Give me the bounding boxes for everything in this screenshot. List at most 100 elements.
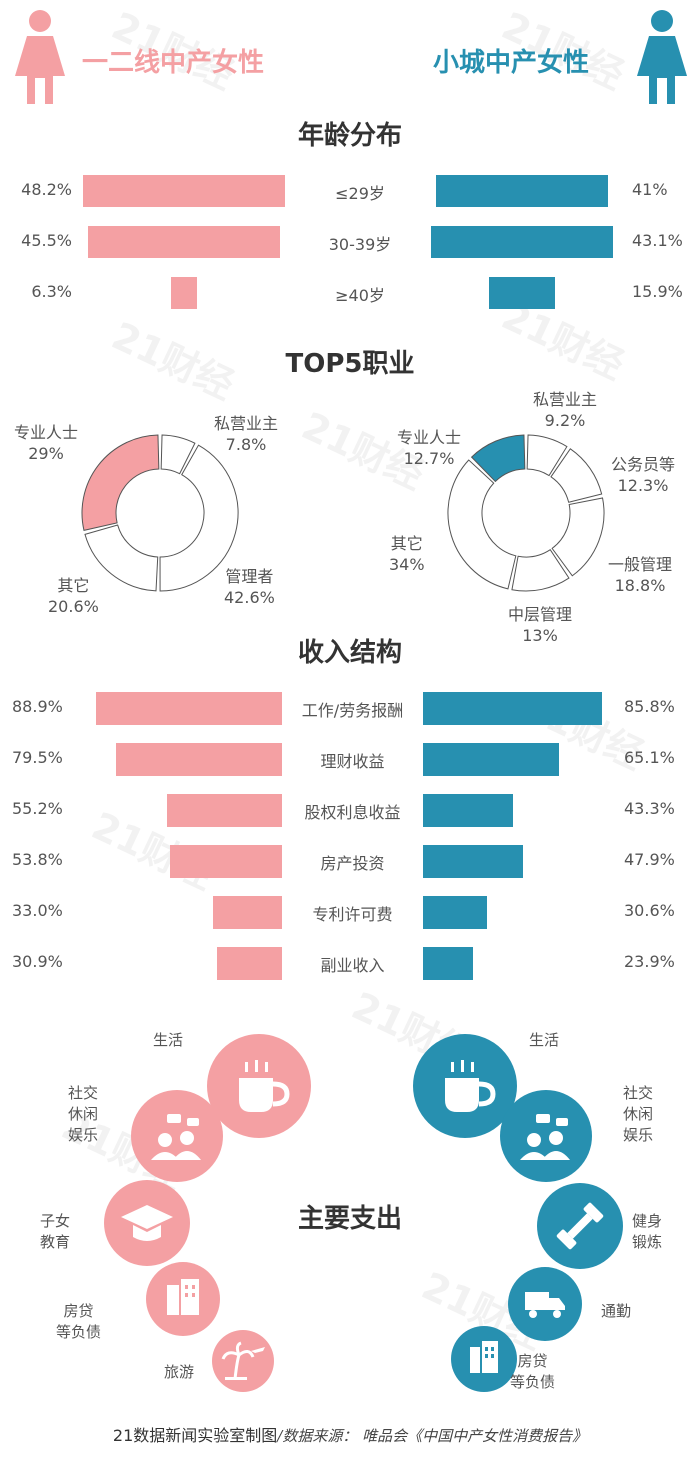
people-chat-icon xyxy=(131,1090,223,1182)
job-right-label-3: 一般管理 18.8% xyxy=(608,555,673,595)
donut-slice-3 xyxy=(511,549,570,592)
income-section-title: 收入结构 xyxy=(297,638,402,668)
spend-right-label-2: 健身 锻炼 xyxy=(632,1212,663,1251)
income-bar-right xyxy=(423,895,487,929)
spend-right-label-0: 生活 xyxy=(529,1031,560,1049)
donut-slice-2 xyxy=(84,524,159,592)
age-value-left: 6.3% xyxy=(31,282,72,301)
age-bar-left xyxy=(82,175,286,207)
income-value-right: 85.8% xyxy=(624,697,675,716)
donut-slice-3 xyxy=(81,434,160,532)
spend-left-label-3: 房贷 等负债 xyxy=(56,1302,102,1341)
income-category-label: 专利许可费 xyxy=(312,905,393,924)
age-bar-left xyxy=(88,226,280,258)
income-bar-left xyxy=(96,691,282,725)
palm-plane-icon xyxy=(212,1330,274,1392)
income-value-right: 43.3% xyxy=(624,799,675,818)
left-group-label: 一二线中产女性 xyxy=(82,48,265,78)
coffee-cup-icon xyxy=(207,1034,311,1138)
spend-left-label-1: 社交 休闲 娱乐 xyxy=(68,1084,99,1144)
income-bar-left xyxy=(169,844,282,878)
job-right-label-5: 其它 34% xyxy=(389,534,425,574)
job-left-label-0: 专业人士 29% xyxy=(14,423,79,463)
age-bar-left xyxy=(170,277,198,309)
income-bar-right xyxy=(423,946,473,980)
buildings-icon xyxy=(146,1262,220,1336)
income-bar-left xyxy=(217,946,282,980)
income-bar-right xyxy=(423,844,524,878)
income-value-left: 79.5% xyxy=(12,748,63,767)
income-value-left: 55.2% xyxy=(12,799,63,818)
job-right-label-0: 专业人士 12.7% xyxy=(397,428,462,468)
income-bar-left xyxy=(166,793,282,827)
donut-slice-0 xyxy=(160,434,196,475)
coffee-cup-icon xyxy=(413,1034,517,1138)
income-category-label: 理财收益 xyxy=(320,752,385,771)
spend-left-label-0: 生活 xyxy=(153,1031,184,1049)
donut-slice-1 xyxy=(159,444,239,592)
age-category-label: 30-39岁 xyxy=(328,235,392,254)
income-category-label: 工作/劳务报酬 xyxy=(301,701,404,720)
income-value-left: 53.8% xyxy=(12,850,63,869)
age-bar-right xyxy=(488,277,556,309)
job-left-label-1: 私营业主 7.8% xyxy=(214,414,279,454)
age-value-right: 41% xyxy=(632,180,668,199)
spend-right-label-4: 房贷 等负债 xyxy=(510,1352,556,1391)
donut-slice-1 xyxy=(550,448,603,503)
income-value-left: 88.9% xyxy=(12,697,63,716)
people-chat-icon xyxy=(500,1090,592,1182)
woman-icon-right xyxy=(637,10,687,104)
spend-left-label-4: 旅游 xyxy=(164,1363,195,1381)
jobs-donut-right xyxy=(447,434,605,592)
dumbbell-icon xyxy=(537,1183,623,1269)
income-value-right: 47.9% xyxy=(624,850,675,869)
income-value-right: 65.1% xyxy=(624,748,675,767)
income-bar-right xyxy=(423,691,603,725)
job-right-label-2: 公务员等 12.3% xyxy=(611,455,676,495)
donut-slice-5 xyxy=(470,434,526,483)
age-category-label: ≤29岁 xyxy=(335,184,385,203)
income-bar-right xyxy=(423,742,560,776)
donut-slice-0 xyxy=(526,434,568,477)
spending-section-title: 主要支出 xyxy=(297,1204,402,1234)
job-left-label-3: 其它 20.6% xyxy=(48,576,99,616)
spend-right-label-3: 通勤 xyxy=(601,1302,632,1320)
income-value-right: 23.9% xyxy=(624,952,675,971)
jobs-donut-left xyxy=(81,434,239,592)
income-bar-right xyxy=(423,793,514,827)
graduation-cap-icon xyxy=(104,1180,190,1266)
job-right-label-1: 私营业主 9.2% xyxy=(533,390,598,430)
age-section-title: 年龄分布 xyxy=(297,121,402,151)
donut-slice-4 xyxy=(447,459,517,590)
spend-right-label-1: 社交 休闲 娱乐 xyxy=(623,1084,654,1144)
income-value-right: 30.6% xyxy=(624,901,675,920)
job-left-label-2: 管理者 42.6% xyxy=(224,567,275,607)
age-bar-right xyxy=(431,226,613,258)
footer-source: /数据来源： 唯品会《中国中产女性消费报告》 xyxy=(277,1427,588,1445)
age-value-right: 15.9% xyxy=(632,282,683,301)
age-category-label: ≥40岁 xyxy=(335,286,385,305)
income-value-left: 30.9% xyxy=(12,952,63,971)
jobs-section-title: TOP5职业 xyxy=(285,349,415,379)
spending-right-circles xyxy=(413,1034,623,1392)
income-value-left: 33.0% xyxy=(12,901,63,920)
donut-slice-2 xyxy=(551,497,605,577)
income-category-label: 房产投资 xyxy=(320,854,385,873)
buildings-icon xyxy=(451,1326,517,1392)
woman-icon-left xyxy=(15,10,65,104)
spend-left-label-2: 子女 教育 xyxy=(40,1212,71,1251)
age-value-right: 43.1% xyxy=(632,231,683,250)
job-right-label-4: 中层管理 13% xyxy=(508,605,573,645)
footer: 21数据新闻实验室制图/数据来源： 唯品会《中国中产女性消费报告》 xyxy=(0,1422,700,1446)
income-bar-left xyxy=(115,742,282,776)
truck-icon xyxy=(508,1267,582,1341)
age-value-left: 48.2% xyxy=(21,180,72,199)
spending-left-circles xyxy=(104,1034,311,1392)
right-group-label: 小城中产女性 xyxy=(433,48,590,78)
age-value-left: 45.5% xyxy=(21,231,72,250)
income-category-label: 股权利息收益 xyxy=(304,803,401,822)
age-bar-right xyxy=(435,175,609,207)
income-category-label: 副业收入 xyxy=(320,956,385,975)
footer-credit: 21数据新闻实验室制图 xyxy=(112,1426,278,1445)
income-bar-left xyxy=(213,895,282,929)
